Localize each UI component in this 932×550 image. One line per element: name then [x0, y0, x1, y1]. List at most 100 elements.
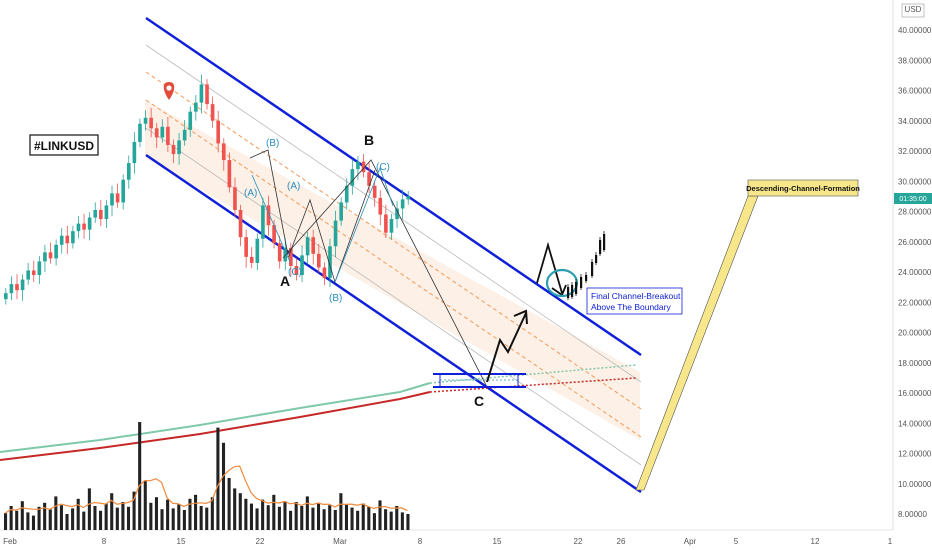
candle-body [149, 117, 153, 129]
candle-body [322, 267, 327, 279]
candle-body [339, 202, 343, 221]
candle-body [143, 117, 148, 124]
volume-bar [104, 503, 108, 530]
y-tick-label: 26.00000 [898, 238, 932, 247]
volume-bar [344, 504, 349, 530]
future-candle [603, 234, 606, 250]
volume-bar [316, 502, 321, 530]
y-tick-label: 36.00000 [898, 87, 932, 96]
ma-long-green [0, 382, 431, 453]
x-tick-label: 15 [493, 537, 502, 546]
breakout-projection-arrow [486, 309, 528, 383]
candle-body [227, 160, 232, 188]
volume-bar [311, 507, 315, 530]
inner-wave-1 [249, 149, 289, 256]
candle-body [154, 128, 159, 138]
channel-lower-line[interactable] [145, 153, 642, 494]
future-candle [580, 277, 583, 288]
wave-label-a-small: (A) [244, 188, 257, 199]
currency-box[interactable] [901, 3, 925, 18]
candle-body [31, 270, 36, 276]
x-axis: Feb 8 15 22 Mar 8 15 22 26 Apr 5 12 1 [0, 529, 893, 546]
future-candle [575, 282, 578, 294]
candle-body [20, 279, 25, 291]
symbol-label: #LINKUSD [34, 139, 94, 153]
y-tick-label: 22.00000 [898, 298, 932, 307]
candle-body [277, 243, 282, 262]
candle-body [194, 102, 198, 112]
volume-bar [54, 496, 58, 530]
candle-body [294, 265, 299, 276]
future-candle [571, 285, 574, 297]
future-candle [567, 287, 570, 298]
candle-body [272, 225, 276, 244]
x-tick-label: 26 [617, 537, 626, 546]
currency-label: USD [905, 5, 922, 14]
volume-bar [126, 506, 131, 530]
wave-label-b-small: (B) [266, 138, 279, 149]
candle-body [221, 143, 226, 161]
volume-bar [48, 509, 52, 530]
volume-bar [283, 501, 287, 530]
volume-bar [177, 504, 181, 530]
candle-body [372, 185, 377, 198]
candle-body [15, 284, 19, 291]
candle-body [99, 209, 103, 220]
breakout-note-box[interactable] [586, 287, 683, 315]
volume-bar [400, 512, 404, 530]
volume-bar [339, 493, 343, 530]
channel-inner-line-3 [145, 99, 642, 438]
x-tick-label: Mar [333, 537, 347, 546]
volume-bar [160, 509, 164, 530]
volume-bar [138, 422, 142, 530]
inner-wave-2 [287, 169, 376, 284]
candle-body [199, 84, 204, 103]
x-tick-label: 15 [177, 537, 186, 546]
volume-bar [87, 488, 91, 530]
volume-bar [115, 507, 119, 530]
candle-body [395, 208, 399, 220]
volume-bar [43, 502, 47, 530]
volume-bar [367, 506, 371, 530]
wave-label-c2-small: (C) [376, 162, 390, 173]
volume-bar [82, 511, 86, 530]
volume-bar [216, 427, 220, 530]
volume-bar [31, 515, 36, 530]
volume-bar [356, 510, 360, 530]
volume-bar [26, 512, 30, 530]
candle-body [76, 223, 81, 232]
y-tick-label: 32.00000 [898, 147, 932, 156]
wave-label-b2-small: (B) [329, 293, 342, 304]
volume-bar [4, 513, 8, 530]
volume-bar [132, 491, 136, 530]
candle-body [244, 237, 248, 257]
channel-midband [145, 100, 640, 440]
volume-bar [289, 510, 293, 530]
volume-bar [384, 509, 388, 530]
wave-label-C: C [474, 393, 484, 409]
volume-bar [350, 507, 354, 530]
wave-label-a2-small: (A) [287, 181, 300, 192]
wave-label-A: A [280, 273, 290, 289]
y-tick-label: 16.00000 [898, 389, 932, 398]
y-tick-label: 38.00000 [898, 56, 932, 65]
candle-body [356, 161, 360, 170]
candle-body [333, 220, 338, 247]
volume-bar [261, 499, 265, 530]
candle-body [121, 179, 126, 203]
channel-inner-line-2 [145, 71, 642, 410]
channel-upper-line[interactable] [145, 16, 642, 357]
candle-body [126, 163, 131, 180]
volume-moving-average [4, 465, 408, 514]
candle-body [400, 199, 405, 209]
y-tick-label: 10.00000 [898, 480, 932, 489]
descending-channel-callout[interactable] [747, 179, 859, 197]
ma-long-red [0, 391, 431, 461]
volume-bar [20, 501, 24, 530]
volume-bar [266, 505, 270, 530]
candle-body [210, 104, 215, 121]
candle-body [115, 193, 120, 203]
volume-bar [272, 494, 276, 530]
abc-zigzag [282, 159, 487, 386]
